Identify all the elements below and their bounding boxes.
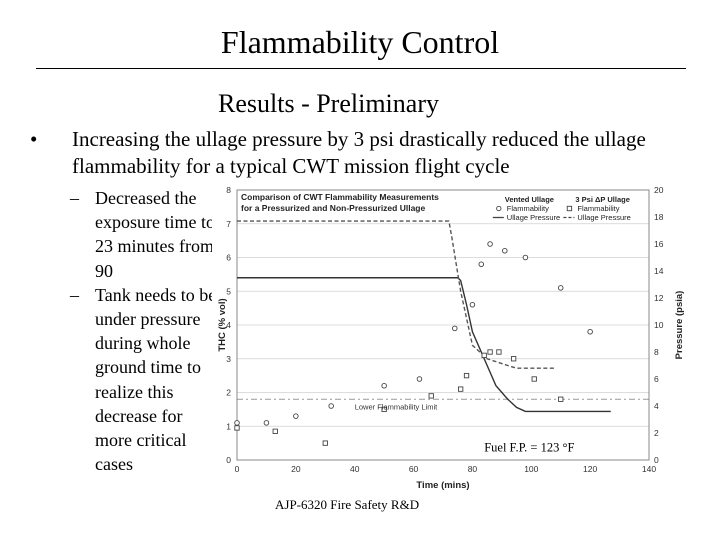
chart-svg: 0 20 40 60 80 100 120 1400123456780246810121416… [212, 178, 697, 510]
x-tick-label: 60 [409, 464, 419, 474]
legend-marker-square [566, 205, 573, 212]
slide-subtitle: Results - Preliminary [218, 89, 439, 118]
y-tick-label: 7 [226, 219, 231, 229]
sub-bullet-item: – Decreased the exposure time to 23 minu… [70, 186, 220, 283]
vented-flammability-point [469, 301, 476, 308]
x-tick-label: 140 [642, 464, 656, 474]
pressurized-flammability-point [458, 386, 464, 392]
y2-tick-label: 6 [654, 374, 659, 384]
y2-tick-label: 10 [654, 320, 664, 330]
legend-marker-circle [496, 205, 502, 212]
x-tick-label: 20 [291, 464, 301, 474]
vented-flammability-point [381, 382, 387, 389]
sub-bullet-text: Decreased the exposure time to 23 minute… [95, 188, 215, 281]
pressurized-flammability-point [463, 372, 470, 379]
slide-title: Flammability Control [220, 24, 500, 60]
pressurized-flammability-point [558, 396, 564, 402]
vented-flammability-point [293, 413, 299, 419]
y2-tick-label: 14 [654, 266, 664, 276]
x-tick-label: 40 [350, 464, 360, 474]
vented-flammability-point [452, 325, 458, 332]
pressurized-flammability-point [381, 406, 387, 413]
vented-flammability-point [416, 376, 423, 382]
y-tick-label: 8 [226, 185, 231, 195]
y-tick-label: 4 [226, 320, 231, 330]
legend-entry-label: Ullage Pressure [577, 213, 630, 222]
chart-background [212, 178, 697, 510]
pressurized-flammability-point [272, 428, 278, 434]
y-tick-label: 6 [226, 253, 231, 263]
y2-tick-label: 4 [654, 401, 659, 411]
y-tick-label: 0 [226, 455, 231, 465]
legend-group-title: 3 Psi ΔP Ullage [575, 195, 629, 204]
flammability-chart: 0 20 40 60 80 100 120 140 0 1 2 3 4 5 6 7 8 0 2 4 6 8 10 12 14 16… [212, 178, 697, 510]
x-axis-label: Time (mins) [416, 480, 469, 491]
pressurized-flammability-point [487, 349, 493, 355]
vented-flammability-point [557, 285, 564, 291]
plot-frame [236, 189, 650, 461]
y2-tick-label: 8 [654, 347, 659, 357]
y2-axis-label: Pressure (psia) [674, 291, 685, 360]
footer-text: AJP-6320 Fire Safety R&D [275, 497, 420, 512]
legend-entry-label: Ullage Pressure [507, 213, 560, 222]
vented-flammability-point [587, 328, 593, 335]
y-tick-label: 5 [226, 286, 231, 296]
vented-flammability-point [487, 241, 493, 247]
lower-flammability-limit-label: Lower Flammability Limit [355, 402, 438, 411]
chart-title: Comparison of CWT Flammability Measureme… [241, 192, 439, 202]
y-tick-label: 2 [226, 388, 231, 398]
main-bullet-text: Increasing the ullage pressure by 3 psi … [72, 127, 646, 178]
vented-flammability-point [263, 420, 270, 426]
vented-flammability-point [478, 261, 485, 267]
pressurized-flammability-point [322, 440, 328, 446]
x-tick-label: 100 [524, 464, 538, 474]
legend-group-title: Vented Ullage [505, 195, 554, 204]
sub-bullet-list: – Decreased the exposure time to 23 minu… [70, 186, 220, 476]
y-tick-label: 1 [226, 421, 231, 431]
legend-entry-label: Flammability [507, 204, 549, 213]
y2-tick-label: 12 [654, 293, 664, 303]
vented-flammability-point [502, 247, 508, 254]
y-axis-label: THC (% vol) [217, 298, 228, 351]
sub-bullet-marker: – [70, 284, 79, 305]
pressurized-flammability-point [531, 376, 537, 382]
chart-subtitle: for a Pressurized and Non-Pressurized Ul… [241, 203, 425, 213]
pressurized-flammability-point [234, 425, 240, 431]
pressurized-flammability-point [496, 349, 502, 355]
y2-tick-label: 2 [654, 428, 659, 438]
x-tick-label: 0 [235, 464, 240, 474]
vented-flammability-point [522, 254, 529, 261]
pressurized-flammability-point [428, 393, 434, 399]
vented-pressure-line [237, 277, 611, 413]
y2-tick-label: 20 [654, 185, 664, 195]
sub-bullet-text: Tank needs to be under pressure during w… [95, 284, 217, 475]
y-tick-label: 3 [226, 354, 231, 364]
bullet-marker: • [30, 127, 38, 151]
title-divider [36, 68, 686, 69]
sub-bullet-item: – Tank needs to be under pressure during… [70, 283, 220, 477]
pressurized-pressure-line [237, 220, 555, 369]
sub-bullet-marker: – [70, 188, 79, 208]
x-tick-label: 80 [468, 464, 478, 474]
y2-tick-label: 16 [654, 239, 664, 249]
x-tick-label: 120 [583, 464, 597, 474]
y2-tick-label: 18 [654, 212, 664, 222]
pressurized-flammability-point [510, 356, 517, 362]
pressurized-flammability-point [481, 352, 487, 359]
vented-flammability-point [328, 403, 334, 409]
y2-tick-label: 0 [654, 455, 659, 465]
vented-flammability-point [234, 420, 240, 426]
legend-entry-label: Flammability [577, 204, 619, 213]
fuel-flash-point-annotation: Fuel F.P. = 123 °F [484, 441, 574, 455]
